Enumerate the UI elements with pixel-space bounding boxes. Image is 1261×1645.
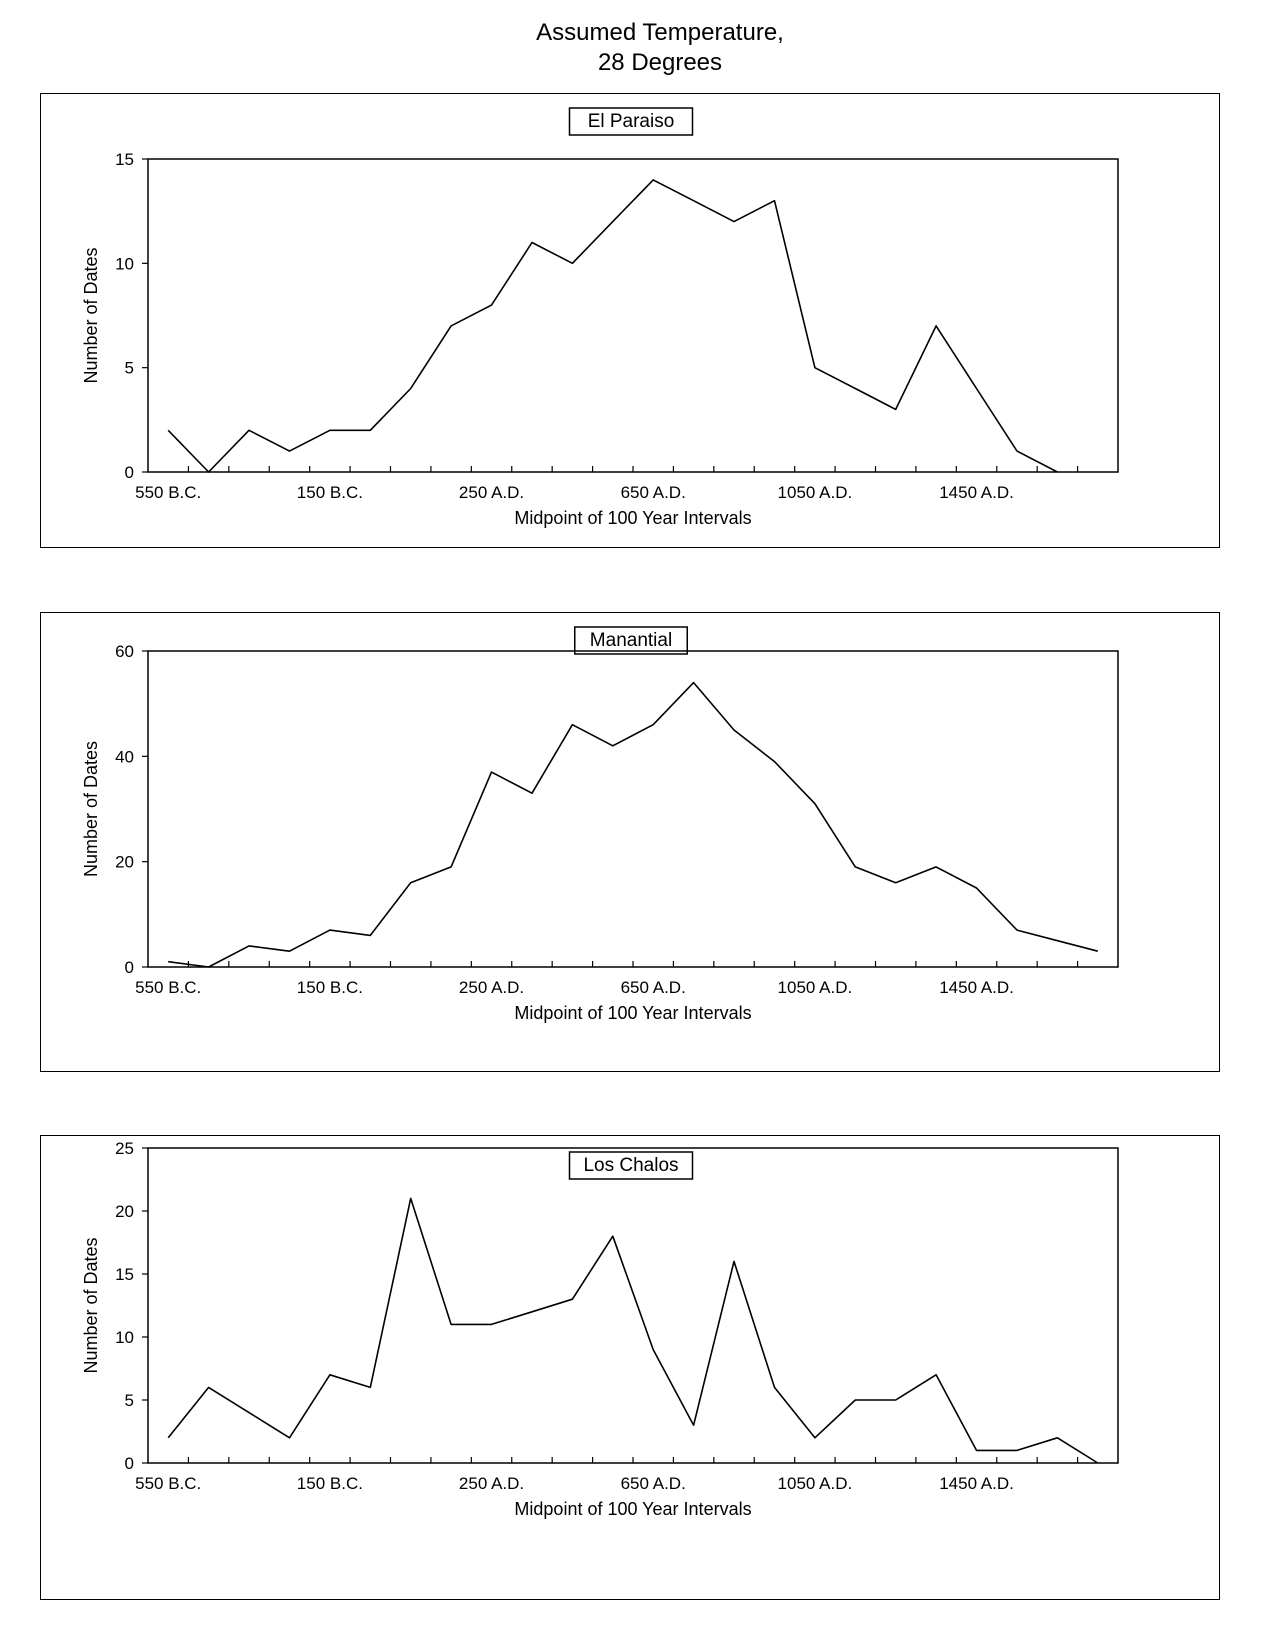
y-axis-label: Number of Dates	[81, 247, 101, 383]
x-tick-label: 250 A.D.	[459, 978, 524, 997]
y-axis-label: Number of Dates	[81, 1237, 101, 1373]
y-tick-label: 15	[115, 1265, 134, 1284]
x-tick-label: 650 A.D.	[621, 1474, 686, 1493]
chart-panel-manantial: Manantial 0 20 40 60 550 B.C. 150 B.C. 250 A.D.…	[40, 612, 1220, 1072]
chart-title: Manantial	[590, 630, 672, 651]
plot-frame	[147, 1147, 1119, 1464]
y-tick-label: 5	[125, 359, 134, 378]
line-chart-los-chalos: Los Chalos 0 5 10 15 20 25 550 B.C. 150 B.C. 250 …	[81, 1139, 1119, 1519]
x-tick-label: 1450 A.D.	[939, 1474, 1014, 1493]
line-chart-el-paraiso: El Paraiso 0 5 10 15 550 B.C. 150 B.C. 250 A.D.…	[81, 107, 1119, 528]
x-axis-label: Midpoint of 100 Year Intervals	[514, 508, 751, 528]
y-tick-label: 0	[125, 958, 134, 977]
plot-frame	[147, 650, 1119, 968]
x-tick-label: 550 B.C.	[135, 483, 201, 502]
y-tick-label: 25	[115, 1139, 134, 1158]
chart-panel-el-paraiso: El Paraiso 0 5 10 15 550 B.C. 150 B.C. 250 A.D.…	[40, 93, 1220, 548]
x-tick-label: 250 A.D.	[459, 483, 524, 502]
series-line	[168, 681, 1099, 968]
page-title: Assumed Temperature, 28 Degrees	[0, 18, 1261, 78]
x-tick-label: 1450 A.D.	[939, 483, 1014, 502]
page-title-line-2: 28 Degrees	[597, 49, 723, 76]
chart-title-frame	[568, 107, 694, 136]
x-tick-label: 1050 A.D.	[778, 483, 853, 502]
y-tick-label: 0	[125, 463, 134, 482]
chart-panel-los-chalos: Los Chalos 0 5 10 15 20 25 550 B.C. 150 B.C. 250 …	[40, 1135, 1220, 1600]
x-axis-label: Midpoint of 100 Year Intervals	[514, 1499, 751, 1519]
plot-frame	[147, 158, 1119, 473]
y-tick-label: 40	[115, 747, 134, 766]
y-tick-label: 15	[115, 150, 134, 169]
x-tick-label: 1450 A.D.	[939, 978, 1014, 997]
y-tick-label: 60	[115, 642, 134, 661]
chart-title: El Paraiso	[588, 111, 675, 132]
x-tick-label: 1050 A.D.	[778, 1474, 853, 1493]
x-tick-label: 550 B.C.	[135, 978, 201, 997]
x-axis-label: Midpoint of 100 Year Intervals	[514, 1003, 751, 1023]
y-axis-label: Number of Dates	[81, 741, 101, 877]
x-tick-label: 650 A.D.	[621, 978, 686, 997]
x-tick-label: 550 B.C.	[135, 1474, 201, 1493]
chart-title-frame	[568, 1151, 694, 1180]
series-line	[167, 1197, 1099, 1464]
x-tick-label: 150 B.C.	[297, 978, 363, 997]
y-tick-label: 10	[115, 1328, 134, 1347]
y-tick-label: 5	[125, 1391, 134, 1410]
chart-title-box: El Paraiso	[568, 107, 694, 136]
chart-title-box: Manantial	[574, 626, 688, 655]
y-tick-label: 20	[115, 853, 134, 872]
chart-title-frame	[574, 626, 688, 655]
x-tick-label: 1050 A.D.	[778, 978, 853, 997]
series-line	[167, 179, 1058, 473]
chart-title-box: Los Chalos	[568, 1151, 694, 1180]
y-tick-label: 10	[115, 254, 134, 273]
y-tick-label: 0	[125, 1454, 134, 1473]
page-title-line-1: Assumed Temperature,	[536, 19, 784, 46]
x-tick-label: 650 A.D.	[621, 483, 686, 502]
x-tick-label: 150 B.C.	[297, 483, 363, 502]
y-tick-label: 20	[115, 1202, 134, 1221]
chart-title: Los Chalos	[583, 1155, 678, 1176]
x-tick-label: 150 B.C.	[297, 1474, 363, 1493]
x-tick-label: 250 A.D.	[459, 1474, 524, 1493]
line-chart-manantial: Manantial 0 20 40 60 550 B.C. 150 B.C. 250 A.D.…	[81, 626, 1119, 1023]
